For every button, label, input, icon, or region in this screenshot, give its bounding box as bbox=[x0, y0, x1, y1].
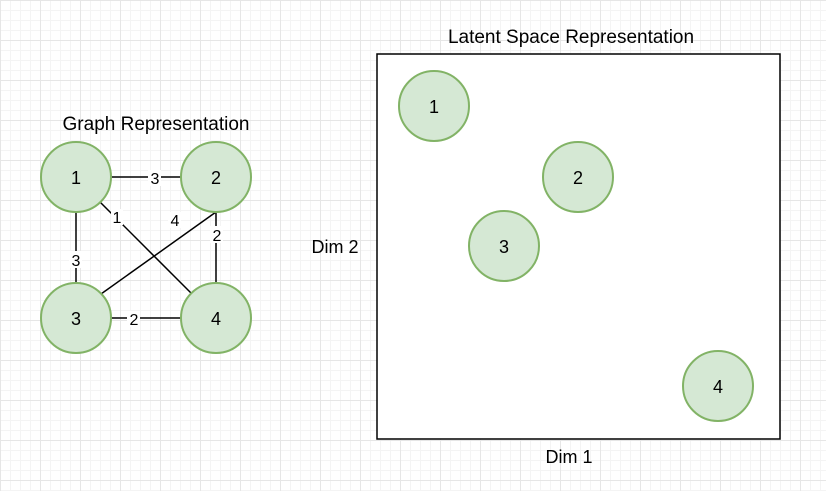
graph-panel: Graph Representation 3 3 1 4 2 2 bbox=[40, 114, 252, 354]
latent-point-4: 4 bbox=[682, 350, 754, 422]
graph-edge-labels: 3 3 1 4 2 2 bbox=[69, 170, 223, 329]
latent-panel: Latent Space Representation Dim 1 Dim 2 … bbox=[311, 27, 781, 467]
graph-node-label: 2 bbox=[211, 168, 221, 188]
edge-label-1-4: 1 bbox=[113, 210, 122, 227]
graph-node-label: 4 bbox=[211, 309, 221, 329]
latent-point-2: 2 bbox=[542, 141, 614, 213]
latent-point-label: 1 bbox=[429, 97, 439, 117]
edge-label-3-4: 2 bbox=[130, 312, 139, 329]
edge-label-2-4: 2 bbox=[213, 228, 222, 245]
graph-node-2: 2 bbox=[180, 141, 252, 213]
edge-label-1-3: 3 bbox=[72, 253, 81, 270]
latent-ylabel: Dim 2 bbox=[311, 237, 358, 257]
edge-2-3 bbox=[100, 211, 217, 295]
graph-node-3: 3 bbox=[40, 282, 112, 354]
edge-label-1-2: 3 bbox=[151, 171, 160, 188]
latent-title: Latent Space Representation bbox=[448, 27, 694, 48]
latent-point-label: 3 bbox=[499, 237, 509, 257]
latent-point-label: 2 bbox=[573, 168, 583, 188]
latent-xlabel: Dim 1 bbox=[545, 447, 592, 467]
graph-title: Graph Representation bbox=[63, 114, 250, 135]
graph-node-4: 4 bbox=[180, 282, 252, 354]
latent-point-3: 3 bbox=[468, 210, 540, 282]
graph-node-1: 1 bbox=[40, 141, 112, 213]
latent-point-1: 1 bbox=[398, 70, 470, 142]
edge-label-2-3: 4 bbox=[171, 213, 180, 230]
graph-node-label: 1 bbox=[71, 168, 81, 188]
graph-node-label: 3 bbox=[71, 309, 81, 329]
latent-point-label: 4 bbox=[713, 377, 723, 397]
